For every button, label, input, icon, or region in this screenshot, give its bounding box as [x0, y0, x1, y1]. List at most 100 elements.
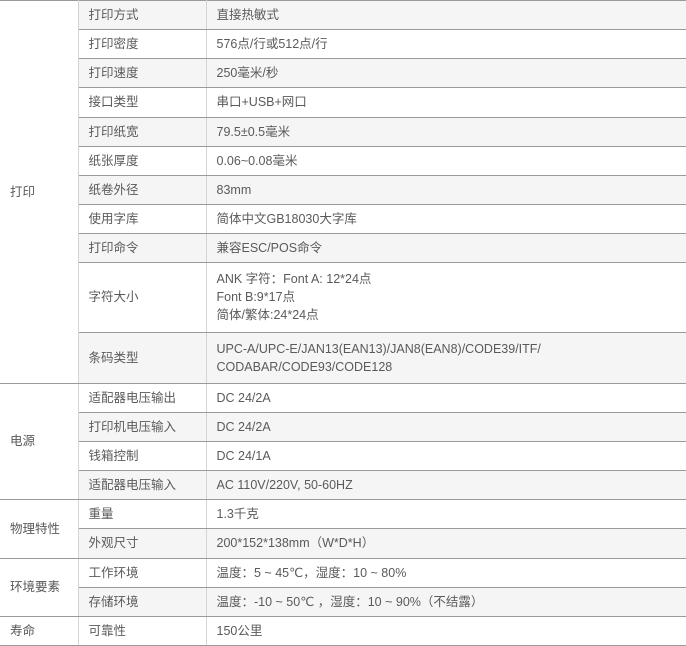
category-cell: 环境要素 [0, 558, 78, 616]
value-text: 直接热敏式 [207, 1, 686, 29]
value-text: DC 24/2A [207, 384, 686, 412]
value-cell: 直接热敏式 [206, 1, 686, 30]
item-cell: 打印纸宽 [78, 117, 206, 146]
value-cell: 200*152*138mm（W*D*H） [206, 529, 686, 558]
category-label: 环境要素 [0, 573, 78, 601]
value-line: 简体/繁体:24*24点 [217, 306, 679, 324]
item-label: 重量 [79, 500, 206, 528]
table-row: 接口类型串口+USB+网口 [0, 88, 686, 117]
value-cell: 1.3千克 [206, 500, 686, 529]
value-cell: UPC-A/UPC-E/JAN13(EAN13)/JAN8(EAN8)/CODE… [206, 332, 686, 383]
item-cell: 打印速度 [78, 59, 206, 88]
value-text: 1.3千克 [207, 500, 686, 528]
value-cell: 温度：-10 ~ 50℃ ，湿度：10 ~ 90%（不结露） [206, 587, 686, 616]
category-label: 寿命 [0, 617, 78, 645]
category-label: 电源 [0, 427, 78, 455]
item-cell: 使用字库 [78, 204, 206, 233]
item-label: 纸张厚度 [79, 147, 206, 175]
item-label: 条码类型 [79, 344, 206, 372]
category-cell: 物理特性 [0, 500, 78, 558]
table-row: 环境要素工作环境温度：5 ~ 45℃，湿度：10 ~ 80% [0, 558, 686, 587]
value-cell: DC 24/2A [206, 383, 686, 412]
category-cell: 电源 [0, 383, 78, 500]
item-label: 打印机电压输入 [79, 413, 206, 441]
item-cell: 钱箱控制 [78, 442, 206, 471]
value-line: UPC-A/UPC-E/JAN13(EAN13)/JAN8(EAN8)/CODE… [217, 340, 679, 358]
item-label: 打印密度 [79, 30, 206, 58]
item-cell: 字符大小 [78, 263, 206, 332]
category-label: 物理特性 [0, 515, 78, 543]
item-label: 打印方式 [79, 1, 206, 29]
category-cell: 打印 [0, 1, 78, 384]
table-row: 条码类型 UPC-A/UPC-E/JAN13(EAN13)/JAN8(EAN8)/… [0, 332, 686, 383]
value-text: 79.5±0.5毫米 [207, 118, 686, 146]
value-text: DC 24/1A [207, 442, 686, 470]
item-label: 工作环境 [79, 559, 206, 587]
value-cell: 576点/行或512点/行 [206, 30, 686, 59]
value-cell: 温度：5 ~ 45℃，湿度：10 ~ 80% [206, 558, 686, 587]
value-cell: 150公里 [206, 616, 686, 645]
item-cell: 打印密度 [78, 30, 206, 59]
value-text: 兼容ESC/POS命令 [207, 234, 686, 262]
value-text: 150公里 [207, 617, 686, 645]
item-label: 字符大小 [79, 283, 206, 311]
item-cell: 纸张厚度 [78, 146, 206, 175]
item-cell: 适配器电压输出 [78, 383, 206, 412]
item-label: 适配器电压输入 [79, 471, 206, 499]
value-text: 0.06~0.08毫米 [207, 147, 686, 175]
value-text: UPC-A/UPC-E/JAN13(EAN13)/JAN8(EAN8)/CODE… [207, 333, 686, 383]
item-cell: 打印机电压输入 [78, 412, 206, 441]
item-label: 打印命令 [79, 234, 206, 262]
value-cell: 250毫米/秒 [206, 59, 686, 88]
value-text: 576点/行或512点/行 [207, 30, 686, 58]
table-row: 使用字库简体中文GB18030大字库 [0, 204, 686, 233]
item-cell: 适配器电压输入 [78, 471, 206, 500]
item-label: 钱箱控制 [79, 442, 206, 470]
value-cell: 串口+USB+网口 [206, 88, 686, 117]
value-text: 温度：-10 ~ 50℃ ，湿度：10 ~ 90%（不结露） [207, 588, 686, 616]
item-label: 打印纸宽 [79, 118, 206, 146]
item-label: 存储环境 [79, 588, 206, 616]
value-text: 250毫米/秒 [207, 59, 686, 87]
value-cell: 79.5±0.5毫米 [206, 117, 686, 146]
category-cell: 寿命 [0, 616, 78, 645]
table-row: 存储环境温度：-10 ~ 50℃ ，湿度：10 ~ 90%（不结露） [0, 587, 686, 616]
value-cell: 0.06~0.08毫米 [206, 146, 686, 175]
item-label: 外观尺寸 [79, 529, 206, 557]
item-label: 适配器电压输出 [79, 384, 206, 412]
value-text: 串口+USB+网口 [207, 88, 686, 116]
value-text: DC 24/2A [207, 413, 686, 441]
value-cell: DC 24/2A [206, 412, 686, 441]
value-cell: AC 110V/220V, 50-60HZ [206, 471, 686, 500]
value-text: 温度：5 ~ 45℃，湿度：10 ~ 80% [207, 559, 686, 587]
value-cell: 兼容ESC/POS命令 [206, 234, 686, 263]
item-cell: 存储环境 [78, 587, 206, 616]
value-text: 200*152*138mm（W*D*H） [207, 529, 686, 557]
item-cell: 接口类型 [78, 88, 206, 117]
item-label: 可靠性 [79, 617, 206, 645]
item-cell: 纸卷外径 [78, 175, 206, 204]
table-row: 打印命令兼容ESC/POS命令 [0, 234, 686, 263]
item-cell: 外观尺寸 [78, 529, 206, 558]
item-cell: 重量 [78, 500, 206, 529]
item-label: 打印速度 [79, 59, 206, 87]
item-label: 接口类型 [79, 88, 206, 116]
value-text: AC 110V/220V, 50-60HZ [207, 471, 686, 499]
item-cell: 工作环境 [78, 558, 206, 587]
item-cell: 打印命令 [78, 234, 206, 263]
item-cell: 可靠性 [78, 616, 206, 645]
